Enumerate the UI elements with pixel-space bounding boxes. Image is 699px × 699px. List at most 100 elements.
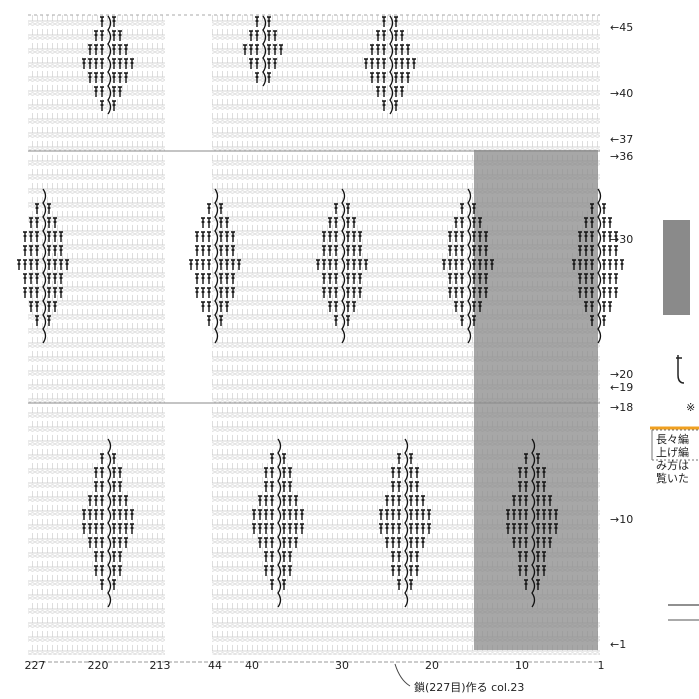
stitch	[536, 523, 540, 534]
stitch	[249, 30, 253, 41]
stitch	[448, 231, 452, 242]
stitch	[391, 537, 395, 548]
stitch	[415, 537, 419, 548]
note-mark: ※	[686, 401, 695, 414]
stitch	[94, 44, 98, 55]
row-label: ←19	[610, 381, 633, 394]
stitch	[346, 273, 350, 284]
stitch	[118, 30, 122, 41]
stitch	[270, 495, 274, 506]
stitch	[328, 217, 332, 228]
stitch	[394, 30, 398, 41]
stitch	[328, 301, 332, 312]
stitch	[282, 523, 286, 534]
column-label: 20	[425, 659, 439, 672]
stitch	[400, 30, 404, 41]
stitch	[258, 523, 262, 534]
stitch	[536, 467, 540, 478]
stitch	[94, 551, 98, 562]
stitch	[47, 245, 51, 256]
stitch	[112, 537, 116, 548]
stitch	[100, 551, 104, 562]
stitch	[219, 301, 223, 312]
stitch	[602, 217, 606, 228]
stitch	[124, 72, 128, 83]
stitch	[195, 245, 199, 256]
stitch	[82, 523, 86, 534]
stitch	[100, 523, 104, 534]
stitch	[385, 509, 389, 520]
stitch	[59, 231, 63, 242]
stitch	[107, 15, 112, 115]
stitch	[409, 551, 413, 562]
stitch	[524, 509, 528, 520]
stitch	[584, 231, 588, 242]
stitch	[518, 537, 522, 548]
stitch	[219, 287, 223, 298]
stitch	[400, 44, 404, 55]
stitch	[53, 231, 57, 242]
stitch	[608, 217, 612, 228]
stitch	[118, 537, 122, 548]
stitch	[389, 15, 394, 115]
column-label: 30	[335, 659, 349, 672]
stitch	[400, 58, 404, 69]
stitch	[578, 245, 582, 256]
stitch	[225, 245, 229, 256]
stitch	[484, 287, 488, 298]
stitch	[249, 58, 253, 69]
stitch	[518, 565, 522, 576]
stitch	[394, 58, 398, 69]
stitch	[288, 467, 292, 478]
stitch	[346, 245, 350, 256]
stitch	[448, 273, 452, 284]
stitch	[100, 100, 104, 111]
stitch	[219, 217, 223, 228]
stitch	[370, 44, 374, 55]
stitch	[415, 481, 419, 492]
stitch	[602, 315, 606, 326]
stitch	[364, 58, 368, 69]
stitch	[279, 44, 283, 55]
stitch	[94, 467, 98, 478]
stitch	[264, 509, 268, 520]
stitch	[382, 30, 386, 41]
stitch	[394, 86, 398, 97]
stitch	[35, 217, 39, 228]
stitch	[346, 217, 350, 228]
stitch	[264, 481, 268, 492]
stitch	[94, 537, 98, 548]
stitch	[270, 453, 274, 464]
stitch	[478, 259, 482, 270]
stitch	[382, 58, 386, 69]
stitch	[29, 259, 33, 270]
stitch	[47, 301, 51, 312]
stitch	[282, 551, 286, 562]
stitch	[472, 203, 476, 214]
stitch	[409, 523, 413, 534]
stitch	[518, 495, 522, 506]
row-label: ←37	[610, 133, 633, 146]
caption: 鎖(227目)作る col.23	[414, 680, 524, 694]
stitch	[536, 565, 540, 576]
stitch	[270, 537, 274, 548]
stitch	[590, 287, 594, 298]
stitch	[124, 537, 128, 548]
stitch-symbol	[676, 355, 685, 384]
stitch	[201, 217, 205, 228]
legend-swatch	[663, 220, 690, 315]
stitch	[53, 273, 57, 284]
stitch	[124, 58, 128, 69]
column-label: 44	[208, 659, 222, 672]
stitch	[88, 509, 92, 520]
stitch	[548, 523, 552, 534]
stitch	[316, 259, 320, 270]
stitch	[346, 203, 350, 214]
stitch	[578, 259, 582, 270]
stitch	[478, 273, 482, 284]
stitch	[88, 44, 92, 55]
stitch	[478, 231, 482, 242]
stitch-motifs	[17, 15, 624, 608]
stitch	[472, 301, 476, 312]
